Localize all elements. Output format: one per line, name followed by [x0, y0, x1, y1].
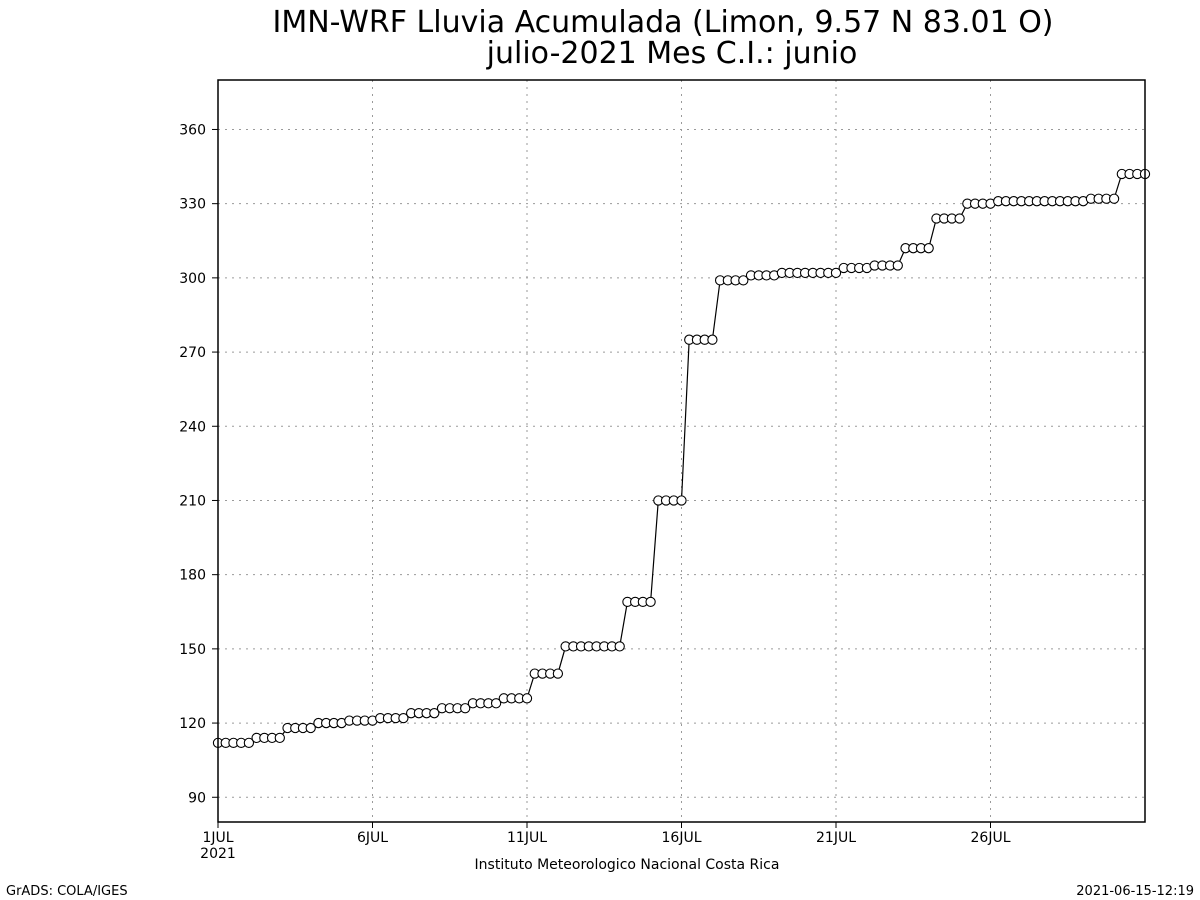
y-tick-label: 120 — [179, 716, 206, 732]
chart-title-line2: julio-2021 Mes C.I.: junio — [486, 36, 858, 71]
plot-frame — [217, 79, 1146, 823]
y-tick-label: 210 — [179, 493, 206, 509]
x-tick-label: 11JUL — [507, 830, 547, 846]
y-tick-label: 360 — [179, 122, 206, 138]
x-tick-label: 26JUL — [971, 830, 1011, 846]
data-point — [305, 722, 316, 734]
footer-credit: GrADS: COLA/IGES — [6, 884, 128, 899]
y-tick-label: 330 — [179, 197, 206, 213]
data-point — [398, 712, 409, 724]
y-tick-label: 300 — [179, 271, 206, 287]
data-point — [738, 275, 749, 286]
data-point — [552, 668, 564, 679]
data-point — [274, 732, 285, 744]
data-point — [614, 641, 625, 652]
series-accumulated-rain — [212, 168, 1151, 749]
x-tick-label: 1JUL — [202, 830, 233, 846]
data-point — [460, 703, 471, 714]
x-tick-sublabel: 2021 — [200, 846, 236, 862]
y-axis: 90 120 150 180 210 240 270 300 330 360 — [179, 122, 218, 806]
data-point — [429, 708, 440, 719]
y-tick-label: 90 — [188, 790, 206, 806]
y-tick-label: 270 — [179, 345, 206, 361]
y-tick-label: 180 — [179, 568, 206, 584]
x-tick-label: 16JUL — [662, 830, 702, 846]
footer-timestamp: 2021-06-15-12:19 — [1076, 884, 1194, 899]
x-tick-label: 21JUL — [816, 830, 856, 846]
data-point — [892, 260, 903, 271]
data-point — [954, 213, 965, 224]
data-point — [676, 495, 687, 506]
chart-title-line1: IMN-WRF Lluvia Acumulada (Limon, 9.57 N … — [272, 5, 1053, 40]
data-point — [521, 693, 533, 704]
data-point — [490, 698, 502, 709]
x-tick-label: 6JUL — [357, 830, 388, 846]
y-tick-label: 240 — [179, 419, 206, 435]
data-point — [830, 267, 842, 279]
data-point — [707, 334, 718, 345]
x-axis-label: Instituto Meteorologico Nacional Costa R… — [475, 857, 780, 873]
data-point — [243, 737, 255, 749]
grid-lines — [217, 80, 1145, 822]
data-point — [923, 243, 934, 254]
data-point — [645, 596, 656, 608]
y-tick-label: 150 — [179, 642, 206, 658]
data-point — [1108, 193, 1120, 204]
